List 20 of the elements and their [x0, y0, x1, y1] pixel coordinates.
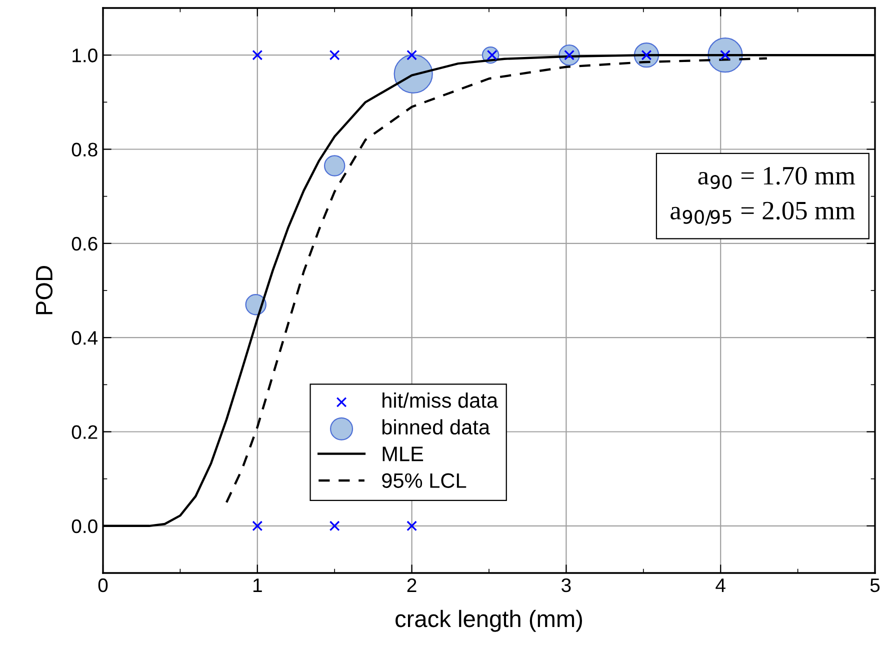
legend-label: 95% LCL	[382, 473, 466, 488]
y-tick-label: 0.2	[72, 425, 98, 439]
y-tick-label: 0.8	[72, 142, 98, 156]
y-tick-label: 0.4	[72, 331, 98, 345]
y-tick-label: 0.0	[72, 519, 98, 534]
x-tick-label: 1	[253, 578, 262, 592]
legend-label: MLE	[382, 446, 424, 462]
x-tick-label: 2	[407, 578, 416, 592]
y-axis-title: POD	[36, 266, 53, 314]
x-tick-label: 3	[562, 578, 571, 592]
annotation: a$_{90}$ = 1.70 mm	[698, 166, 856, 189]
y-tick-label: 0.6	[72, 236, 98, 251]
annotation: a$_{90/95}$ = 2.05 mm	[670, 202, 856, 226]
x-tick-label: 0	[98, 578, 108, 592]
x-tick-label: 4	[716, 578, 726, 592]
legend-label: hit/miss data	[382, 392, 498, 408]
x-axis-title: crack length (mm)	[396, 610, 582, 632]
legend-label: binned data	[382, 419, 490, 435]
y-tick-label: 1.0	[72, 48, 98, 62]
x-tick-label: 5	[870, 578, 880, 592]
